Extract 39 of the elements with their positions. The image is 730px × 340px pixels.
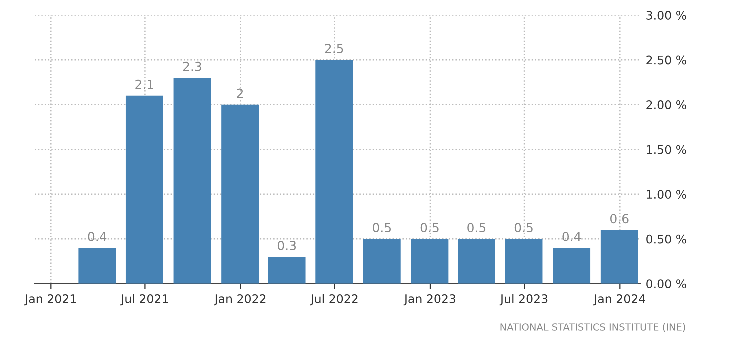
y-tick-label: 0.00 % xyxy=(646,280,686,289)
bar xyxy=(600,230,638,284)
x-tick-label: Jul 2022 xyxy=(310,294,358,306)
bar xyxy=(268,257,306,284)
y-tick-label: 3.00 % xyxy=(646,11,686,20)
x-tick-label: Jan 2022 xyxy=(214,294,266,306)
data-label: 0.5 xyxy=(514,223,533,233)
data-label: 2.5 xyxy=(325,44,344,54)
y-tick-label: 2.50 % xyxy=(646,56,686,65)
x-tick-label: Jul 2021 xyxy=(120,294,168,306)
x-tick-label: Jul 2023 xyxy=(500,294,548,306)
bar xyxy=(363,239,401,284)
data-label: 2 xyxy=(237,88,244,98)
x-tick-label: Jan 2024 xyxy=(594,294,646,306)
data-label: 0.5 xyxy=(420,223,439,233)
data-label: 0.4 xyxy=(562,232,582,242)
data-label: 0.3 xyxy=(278,240,296,250)
bar xyxy=(78,248,116,284)
data-label: 2.3 xyxy=(183,62,202,72)
y-tick-label: 1.00 % xyxy=(647,190,686,200)
data-label: 0.6 xyxy=(610,214,629,224)
bar xyxy=(505,239,543,284)
y-tick-label: 2.00 % xyxy=(646,100,686,110)
bar xyxy=(126,96,164,284)
bar xyxy=(553,248,591,284)
data-label: 2.1 xyxy=(136,80,154,90)
x-tick-label: Jan 2023 xyxy=(404,294,456,306)
bar xyxy=(458,239,496,284)
text: NATIONAL STATISTICS INSTITUTE (INE) xyxy=(500,323,686,332)
bar xyxy=(411,239,449,284)
bar xyxy=(316,60,354,284)
bar xyxy=(174,78,212,284)
data-label: 0.4 xyxy=(88,232,107,242)
data-label: 0.5 xyxy=(373,223,392,233)
y-tick-label: 0.50 % xyxy=(646,234,686,244)
bar xyxy=(222,104,260,284)
y-tick-label: 1.50 % xyxy=(647,145,686,154)
x-tick-label: Jan 2021 xyxy=(24,294,76,306)
data-label: 0.5 xyxy=(468,223,486,233)
